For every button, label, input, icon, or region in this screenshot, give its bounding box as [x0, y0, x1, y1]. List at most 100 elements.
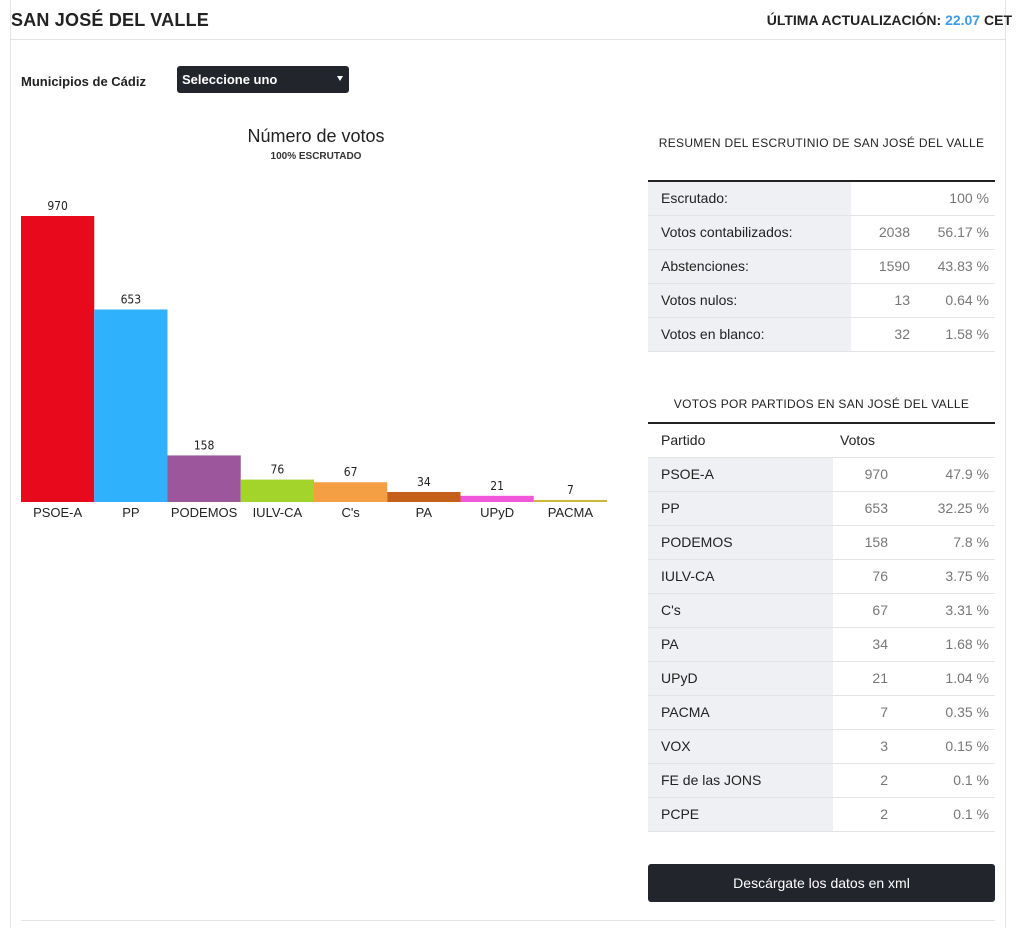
summary-row-pct: 1.58 % [917, 317, 995, 352]
column-header-votes: Votos [833, 423, 895, 458]
update-time: 22.07 [945, 12, 981, 28]
party-pct: 3.75 % [895, 559, 995, 594]
summary-row-label: Votos nulos: [648, 283, 851, 318]
page-frame [10, 0, 1006, 928]
summary-row-label: Escrutado: [648, 181, 851, 216]
summary-row: Votos contabilizados: 2038 56.17 % [648, 215, 995, 250]
party-votes: 76 [833, 559, 895, 594]
municipality-select[interactable]: Seleccione uno [177, 66, 349, 93]
table-row: IULV-CA 76 3.75 % [648, 559, 995, 594]
bar-pacma [533, 499, 607, 502]
chevron-down-icon [337, 76, 343, 81]
summary-table: Escrutado: 100 % Votos contabilizados: 2038… [648, 180, 995, 352]
party-votes: 34 [833, 627, 895, 662]
summary-row-label: Abstenciones: [648, 249, 851, 284]
party-pct: 0.1 % [895, 763, 995, 798]
bar-value-label: 34 [417, 475, 431, 489]
party-name: PACMA [648, 695, 833, 730]
party-pct: 32.25 % [895, 491, 995, 526]
table-row: PCPE 2 0.1 % [648, 797, 995, 832]
party-pct: 1.04 % [895, 661, 995, 696]
bar-podemos [167, 455, 241, 502]
bar-pa [387, 491, 461, 502]
summary-row-label: Votos contabilizados: [648, 215, 851, 250]
party-votes: 158 [833, 525, 895, 560]
party-votes: 2 [833, 797, 895, 832]
bar-category-label: UPyD [480, 505, 514, 520]
footer-divider [21, 920, 995, 921]
bar-category-label: PODEMOS [171, 505, 238, 520]
summary-row: Escrutado: 100 % [648, 181, 995, 216]
chart-subtitle: 100% ESCRUTADO [270, 151, 362, 162]
column-header-party: Partido [648, 423, 833, 458]
party-name: PA [648, 627, 833, 662]
party-name: PODEMOS [648, 525, 833, 560]
bar-category-label: PSOE-A [33, 505, 82, 520]
summary-row-count [851, 181, 917, 216]
party-pct: 1.68 % [895, 627, 995, 662]
party-pct: 7.8 % [895, 525, 995, 560]
bar-category-label: PA [416, 505, 433, 520]
bar-value-label: 7 [567, 483, 574, 497]
table-row: UPyD 21 1.04 % [648, 661, 995, 696]
download-xml-button[interactable]: Descárgate los datos en xml [648, 864, 995, 902]
parties-header-row: Partido Votos [648, 423, 995, 458]
party-name: PP [648, 491, 833, 526]
municipality-select-value: Seleccione uno [182, 72, 278, 87]
bar-value-label: 67 [344, 465, 358, 479]
table-row: VOX 3 0.15 % [648, 729, 995, 764]
summary-row: Votos nulos: 13 0.64 % [648, 283, 995, 318]
bar-value-label: 158 [194, 438, 215, 452]
summary-row-count: 1590 [851, 249, 917, 284]
bar-upyd [460, 495, 534, 502]
party-votes: 653 [833, 491, 895, 526]
summary-row-pct: 43.83 % [917, 249, 995, 284]
summary-row-label: Votos en blanco: [648, 317, 851, 352]
party-name: PCPE [648, 797, 833, 832]
party-name: C's [648, 593, 833, 628]
votes-bar-chart: 970 PSOE-A 653 PP 158 PODEMOS 76 IULV-CA 67 C's 34… [21, 199, 607, 520]
table-row: PP 653 32.25 % [648, 491, 995, 526]
bar-psoe-a [21, 216, 95, 502]
update-label: ÚLTIMA ACTUALIZACIÓN: [766, 12, 942, 28]
page-header [10, 0, 1006, 40]
table-row: PA 34 1.68 % [648, 627, 995, 662]
bar-value-label: 76 [271, 463, 285, 477]
update-timezone: CET [984, 12, 1012, 28]
party-name: PSOE-A [648, 457, 833, 492]
summary-row-pct: 56.17 % [917, 215, 995, 250]
party-name: IULV-CA [648, 559, 833, 594]
summary-row-pct: 0.64 % [917, 283, 995, 318]
bar-category-label: PP [122, 505, 139, 520]
party-votes: 21 [833, 661, 895, 696]
party-votes: 7 [833, 695, 895, 730]
party-name: FE de las JONS [648, 763, 833, 798]
party-pct: 0.35 % [895, 695, 995, 730]
party-votes: 67 [833, 593, 895, 628]
bar-category-label: C's [341, 505, 360, 520]
last-update: ÚLTIMA ACTUALIZACIÓN: 22.07 CET [767, 12, 1012, 28]
party-pct: 0.15 % [895, 729, 995, 764]
table-row: FE de las JONS 2 0.1 % [648, 763, 995, 798]
bar-c-s [314, 482, 388, 502]
parties-table: Partido Votos PSOE-A 970 47.9 % PP 653 32.25 … [648, 422, 995, 832]
party-votes: 970 [833, 457, 895, 492]
chart-title: Número de votos [247, 126, 385, 146]
bar-iulv-ca [240, 479, 314, 502]
party-votes: 2 [833, 763, 895, 798]
table-row: C's 67 3.31 % [648, 593, 995, 628]
column-header-pct [895, 423, 995, 458]
summary-row-count: 2038 [851, 215, 917, 250]
table-row: PSOE-A 970 47.9 % [648, 457, 995, 492]
bar-value-label: 970 [47, 199, 68, 213]
bar-category-label: IULV-CA [253, 505, 303, 520]
bar-value-label: 21 [490, 479, 504, 493]
summary-title: RESUMEN DEL ESCRUTINIO DE SAN JOSÉ DEL V… [658, 136, 985, 150]
bar-value-label: 653 [121, 292, 142, 306]
party-pct: 3.31 % [895, 593, 995, 628]
bar-category-label: PACMA [548, 505, 594, 520]
party-pct: 47.9 % [895, 457, 995, 492]
summary-row: Abstenciones: 1590 43.83 % [648, 249, 995, 284]
party-votes: 3 [833, 729, 895, 764]
table-row: PODEMOS 158 7.8 % [648, 525, 995, 560]
